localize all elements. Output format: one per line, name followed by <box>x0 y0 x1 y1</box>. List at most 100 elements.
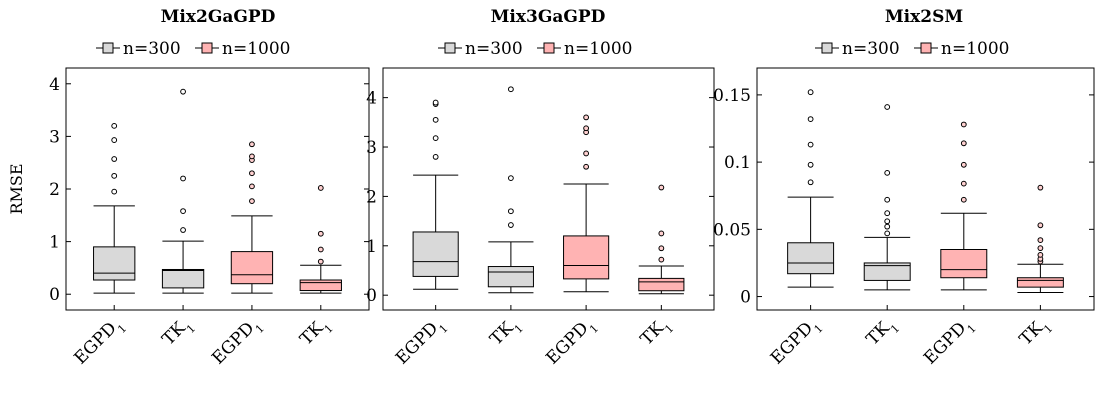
legend-label: n=300 <box>842 39 900 59</box>
y-tick-label: 0 <box>740 288 751 308</box>
chart-title: Mix3GaGPD <box>491 7 606 27</box>
outlier-point <box>249 141 255 148</box>
box-2 <box>161 88 205 294</box>
outlier-point <box>807 179 814 186</box>
y-tick-label: 2 <box>366 187 377 207</box>
y-tick-label: 2 <box>49 180 60 200</box>
outlier-point <box>960 196 967 203</box>
outlier-point <box>507 175 514 182</box>
outlier-point <box>658 184 665 191</box>
box-1 <box>412 99 459 290</box>
panel-3: Mix2SM n=300 n=1000 0 0.05 0.1 0.15 EGPD1 TK1 EGP… <box>713 7 1095 369</box>
box-iqr <box>93 246 136 281</box>
legend-swatch <box>543 42 555 54</box>
y-tick-label: 4 <box>366 89 377 109</box>
x-tick-label: TK1 <box>159 313 198 352</box>
y-tick-label: 0 <box>49 285 60 305</box>
x-tick-label: EGPD1 <box>392 313 450 371</box>
legend-swatch <box>821 42 833 54</box>
x-tick-label: TK1 <box>637 313 676 352</box>
box-4 <box>638 184 685 295</box>
box-iqr <box>638 277 685 292</box>
y-tick-label: 0 <box>366 286 377 306</box>
outlier-point <box>111 188 118 195</box>
outlier-point <box>317 258 324 265</box>
chart-title: Mix2GaGPD <box>161 7 276 27</box>
box-1 <box>93 122 136 294</box>
legend-swatch <box>102 42 114 54</box>
legend-label: n=300 <box>465 39 523 59</box>
outlier-point <box>807 116 814 122</box>
x-tick-label: EGPD1 <box>542 313 600 371</box>
x-tick-label: TK1 <box>486 313 525 352</box>
outlier-point <box>807 141 814 148</box>
axes-frame <box>756 67 1095 311</box>
outlier-point <box>1037 237 1044 243</box>
legend-swatch <box>444 42 456 54</box>
y-tick-label: 1 <box>49 233 60 253</box>
outlier-point <box>884 210 891 217</box>
outlier-point <box>658 230 665 237</box>
outlier-point <box>1037 245 1044 252</box>
outlier-point <box>180 88 186 95</box>
box-4 <box>299 185 342 294</box>
box-2 <box>863 104 911 291</box>
box-3 <box>230 141 274 294</box>
box-iqr <box>487 266 534 288</box>
outlier-point <box>884 104 891 110</box>
outlier-point <box>884 196 891 203</box>
outlier-point <box>960 121 967 128</box>
outlier-point <box>317 246 324 253</box>
outlier-point <box>111 156 118 162</box>
outlier-point <box>180 227 186 233</box>
legend-swatch <box>201 42 213 54</box>
box-iqr <box>161 268 205 289</box>
outlier-point <box>583 163 590 170</box>
outlier-point <box>317 230 324 237</box>
outlier-point <box>658 245 665 252</box>
legend-label: n=1000 <box>941 39 1009 59</box>
legend-label: n=300 <box>123 39 181 59</box>
chart-title: Mix2SM <box>885 7 964 27</box>
outlier-point <box>960 161 967 168</box>
y-tick-label: 3 <box>366 138 377 158</box>
outlier-point <box>884 230 891 237</box>
outlier-point <box>432 99 439 106</box>
y-tick-label: 4 <box>49 75 60 95</box>
box-iqr <box>563 235 610 280</box>
panel-1: Mix2GaGPD n=300 n=1000 0 1 2 3 4 RMSE EGPD1 TK1 EGP… <box>7 7 370 371</box>
y-tick-label: 1 <box>366 237 377 257</box>
outlier-point <box>583 125 590 132</box>
box-iqr <box>299 279 342 292</box>
x-tick-label: EGPD1 <box>71 313 129 371</box>
outlier-point <box>507 86 514 93</box>
outlier-point <box>180 175 186 182</box>
outlier-point <box>249 198 255 205</box>
box-iqr <box>1016 277 1064 288</box>
outlier-point <box>507 222 514 228</box>
outlier-point <box>111 172 118 179</box>
outlier-point <box>317 185 324 191</box>
x-tick-label: TK1 <box>1016 313 1055 352</box>
legend-label: n=1000 <box>222 39 290 59</box>
box-iqr <box>787 242 835 275</box>
outlier-point <box>884 169 891 176</box>
outlier-point <box>249 183 255 190</box>
outlier-point <box>180 208 186 214</box>
outlier-point <box>960 140 967 147</box>
outlier-point <box>1037 251 1044 258</box>
box-3 <box>563 114 610 293</box>
outlier-point <box>658 256 665 263</box>
legend-label: n=1000 <box>564 39 632 59</box>
outlier-point <box>432 135 439 142</box>
outlier-point <box>432 153 439 160</box>
box-iqr <box>940 249 988 279</box>
outlier-point <box>583 114 590 121</box>
outlier-point <box>111 122 118 129</box>
outlier-point <box>583 150 590 157</box>
outlier-point <box>507 208 514 215</box>
y-axis-label: RMSE <box>7 163 26 214</box>
outlier-point <box>807 161 814 168</box>
box-3 <box>940 121 988 291</box>
